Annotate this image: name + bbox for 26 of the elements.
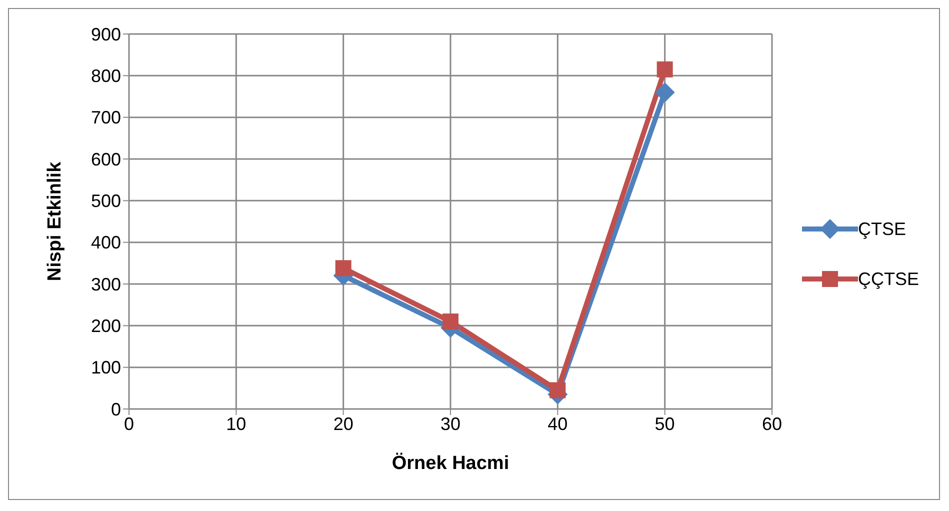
point: [656, 61, 673, 78]
y-axis-title: Nispi Etkinlik: [44, 161, 66, 282]
point: [442, 314, 458, 330]
y-tick-label: 800: [90, 66, 121, 86]
point: [550, 382, 566, 398]
y-tick-label: 0: [110, 399, 121, 420]
y-tick-label: 400: [90, 232, 121, 253]
point: [335, 260, 352, 276]
y-tick-label: 300: [90, 274, 121, 294]
x-tick-label: 10: [226, 414, 246, 434]
y-tick-label: 500: [90, 191, 121, 212]
x-axis-title: Örnek Hacmi: [392, 452, 510, 474]
x-tick-label: 30: [440, 414, 461, 434]
x-tick-label: 60: [762, 414, 782, 434]
legend-label: ÇÇTSE: [858, 268, 919, 290]
x-tick-label: 0: [124, 414, 134, 434]
y-tick-label: 600: [90, 149, 121, 170]
point: [654, 82, 675, 102]
x-tick-label: 20: [333, 414, 354, 434]
legend-label: ÇTSE: [858, 218, 906, 240]
y-tick-label: 100: [90, 358, 121, 378]
x-tick-label: 40: [548, 414, 568, 434]
y-tick-label: 700: [90, 108, 121, 128]
y-tick-label: 900: [90, 24, 121, 44]
x-tick-label: 50: [654, 414, 675, 434]
y-tick-label: 200: [90, 316, 121, 336]
